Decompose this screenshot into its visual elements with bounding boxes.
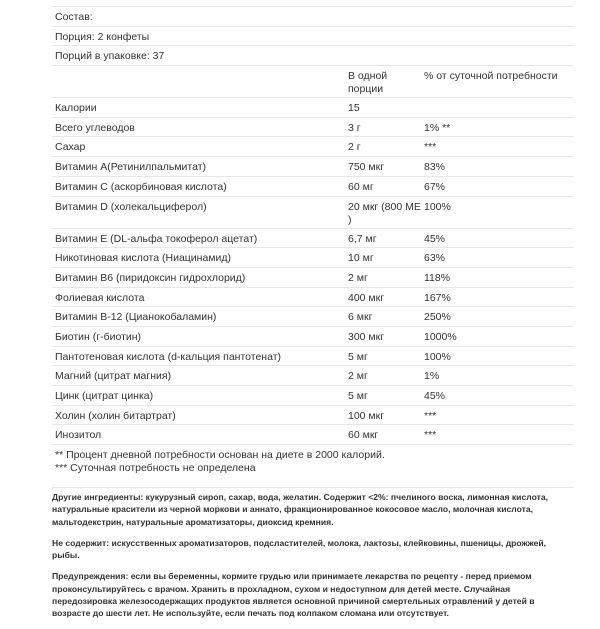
table-row: Магний (цитрат магния) 2 мг 1%: [52, 365, 574, 385]
cell-name: Пантотеновая кислота (d-кальция пантотен…: [55, 350, 282, 363]
table-row: Витамин B-12 (Цианокобаламин) 6 мкг 250%: [52, 306, 574, 326]
info-row: Порций в упаковке: 37: [52, 45, 574, 65]
info-row: Состав:: [52, 6, 574, 26]
cell-name: Биотин (г-биотин): [55, 330, 142, 343]
footnote: *** Суточная потребность не определена: [55, 462, 256, 475]
cell-daily: 63%: [424, 252, 446, 265]
cell-daily: ***: [424, 409, 437, 422]
cell-name: Цинк (цитрат цинка): [55, 390, 154, 402]
cell-name: Магний (цитрат магния): [55, 370, 172, 383]
cell-daily: 118%: [424, 271, 451, 284]
cell-name: Витамин E (DL-альфа токоферол ацетат): [55, 232, 258, 245]
header-daily-value: % от суточной потребности: [424, 70, 558, 83]
cell-name: Витамин A(Ретинилпальмитат): [55, 161, 207, 174]
cell-daily: 45%: [424, 232, 446, 245]
table-row: Сахар 2 г ***: [52, 136, 574, 156]
table-row: Витамин C (аскорбиновая кислота) 60 мг 67%: [52, 175, 574, 196]
cell-name: Витамин C (аскорбиновая кислота): [55, 180, 227, 193]
footnote: ** Процент дневной потребности основан н…: [55, 449, 385, 462]
cell-daily: 83%: [424, 161, 446, 174]
cell-amount: 60 мкг: [348, 429, 379, 442]
cell-amount: 20 мкг (800 МЕ ): [348, 200, 421, 226]
table-row: Фолиевая кислота 400 мкг 167%: [52, 286, 574, 307]
table-row: Цинк (цитрат цинка) 5 мг 45%: [52, 385, 574, 405]
cell-name: Витамин D (холекальциферол): [55, 200, 207, 213]
cell-daily: 167%: [424, 291, 451, 304]
cell-name: Сахар: [55, 141, 86, 154]
serving-size: Порция: 2 конфеты: [55, 30, 150, 43]
free-from: Не содержит: искусственных ароматизаторо…: [52, 537, 547, 561]
cell-amount: 5 мг: [348, 390, 368, 402]
nutrition-table: Состав: Порция: 2 конфеты Порций в упако…: [52, 6, 574, 489]
servings-per-container: Порций в упаковке: 37: [55, 50, 165, 63]
cell-daily: ***: [424, 429, 437, 442]
cell-amount: 3 г: [348, 121, 361, 134]
cell-daily: 100%: [424, 350, 451, 363]
cell-daily: 1%: [424, 370, 440, 383]
cell-daily: 45%: [424, 390, 446, 402]
cell-amount: 10 мг: [348, 252, 374, 265]
cell-amount: 2 мг: [348, 271, 368, 284]
cell-amount: 2 г: [348, 141, 361, 154]
cell-amount: 300 мкг: [348, 330, 385, 343]
cell-amount: 5 мг: [348, 350, 368, 363]
cell-daily: 1% **: [424, 121, 451, 134]
cell-amount: 6,7 мг: [348, 232, 377, 245]
table-header: В одной порции % от суточной потребности: [52, 65, 574, 97]
cell-daily: 67%: [424, 180, 446, 193]
cell-amount: 750 мкг: [348, 161, 385, 174]
cell-daily: ***: [424, 141, 437, 154]
cell-amount: 400 мкг: [348, 291, 385, 304]
cell-name: Никотиновая кислота (Ниацинамид): [55, 252, 232, 265]
cell-name: Холин (холин битартрат): [55, 409, 176, 422]
info-row: Порция: 2 конфеты: [52, 25, 574, 46]
cell-name: Витамин B-12 (Цианокобаламин): [55, 311, 217, 324]
cell-name: Витамин B6 (пиридоксин гидрохлорид): [55, 271, 246, 284]
table-row: Биотин (г-биотин) 300 мкг 1000%: [52, 325, 574, 346]
other-ingredients: Другие ингредиенты: кукурузный сироп, са…: [52, 492, 548, 527]
cell-name: Фолиевая кислота: [55, 291, 145, 304]
cell-amount: 100 мкг: [348, 409, 385, 422]
table-row: Витамин E (DL-альфа токоферол ацетат) 6,7…: [52, 227, 574, 248]
cell-daily: 1000%: [424, 330, 457, 343]
composition-label: Состав:: [55, 11, 93, 23]
table-row: Витамин A(Ретинилпальмитат) 750 мкг 83%: [52, 156, 574, 176]
notes: Другие ингредиенты: кукурузный сироп, са…: [52, 491, 572, 629]
table-row: Калории 15: [52, 97, 574, 117]
cell-amount: 60 мг: [348, 180, 374, 193]
table-row: Инозитол 60 мкг ***: [52, 424, 574, 444]
cell-name: Калории: [55, 102, 97, 115]
cell-name: Всего углеводов: [55, 121, 135, 134]
cell-daily: 250%: [424, 311, 451, 324]
table-row: Витамин D (холекальциферол) 20 мкг (800 М…: [52, 195, 574, 228]
table-row: Всего углеводов 3 г 1% **: [52, 116, 574, 137]
cell-name: Инозитол: [55, 429, 102, 442]
table-row: Пантотеновая кислота (d-кальция пантотен…: [52, 345, 574, 366]
header-per-serving: В одной порции: [348, 70, 388, 96]
table-row: Витамин B6 (пиридоксин гидрохлорид) 2 мг 1…: [52, 266, 574, 287]
cell-daily: 100%: [424, 200, 451, 213]
warnings: Предупреждения: если вы беременны, корми…: [52, 571, 535, 619]
cell-amount: 2 мг: [348, 370, 368, 383]
cell-amount: 15: [348, 102, 360, 115]
table-row: Никотиновая кислота (Ниацинамид) 10 мг 63%: [52, 247, 574, 267]
footnotes: ** Процент дневной потребности основан н…: [52, 444, 574, 489]
cell-amount: 6 мкг: [348, 311, 373, 324]
table-row: Холин (холин битартрат) 100 мкг ***: [52, 404, 574, 425]
